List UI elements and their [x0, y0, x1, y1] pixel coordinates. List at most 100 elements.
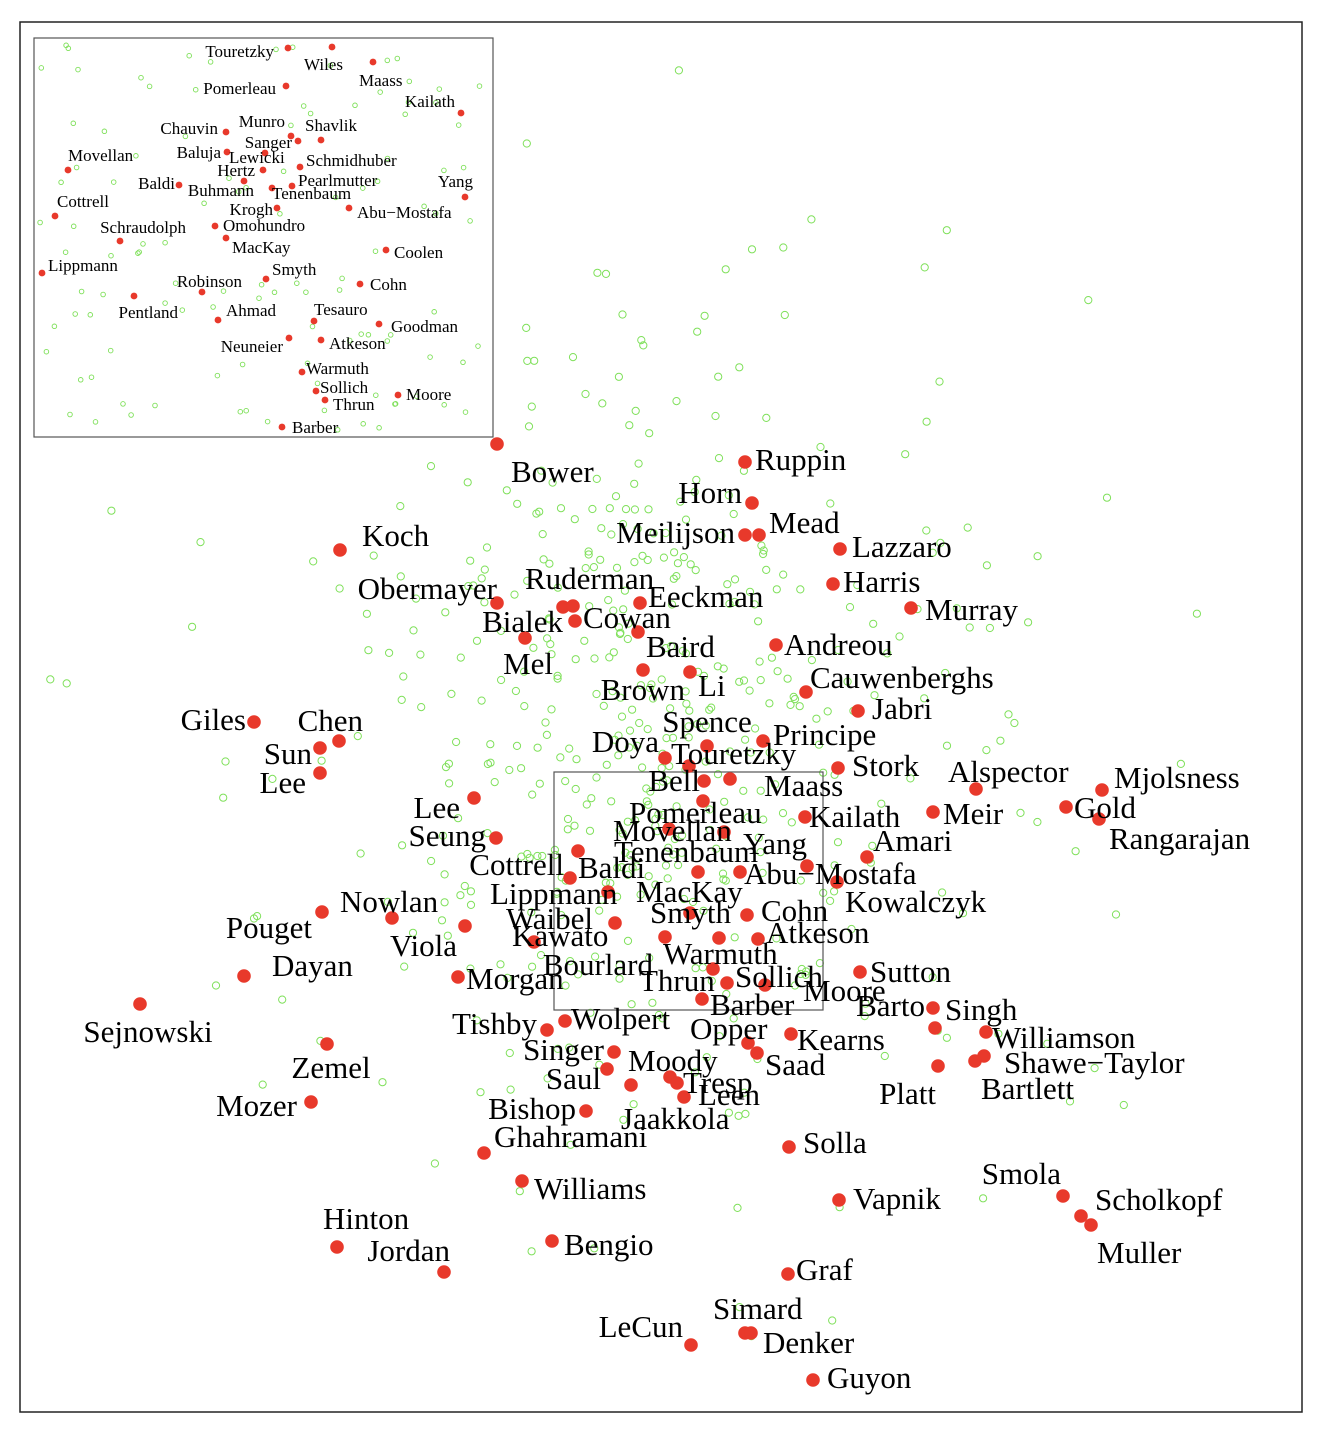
inset-background-point: [432, 210, 439, 217]
background-point: [472, 636, 482, 645]
background-point: [592, 689, 601, 699]
label-bishop: Bishop: [488, 1091, 576, 1126]
inset-background-point: [294, 280, 300, 286]
background-point: [965, 623, 974, 632]
background-point: [628, 705, 637, 714]
background-point: [427, 856, 436, 866]
point-rangarajan: [1092, 812, 1106, 826]
background-point: [834, 645, 843, 655]
background-point: [636, 681, 646, 690]
inset-label-pearlmutter: Pearlmutter: [298, 171, 378, 190]
label-touretzky: Touretzky: [671, 736, 797, 771]
background-point: [565, 744, 574, 753]
inset-background-point: [70, 120, 77, 127]
inset-background-point: [210, 304, 216, 310]
inset-highlighted-points: [38, 43, 469, 431]
background-point: [438, 831, 448, 840]
inset-background-point: [360, 421, 366, 427]
label-lee: Lee: [260, 765, 306, 800]
background-point: [605, 653, 614, 662]
background-point: [714, 454, 724, 463]
point-kailath: [798, 810, 812, 824]
label-lee: Lee: [414, 790, 460, 825]
inset-background-point: [38, 65, 45, 71]
background-point: [658, 1014, 667, 1023]
background-point: [602, 760, 611, 769]
point-jordan: [437, 1265, 451, 1279]
background-point: [620, 586, 630, 595]
inset-background-point: [384, 338, 391, 344]
background-point: [604, 596, 613, 605]
background-point: [693, 720, 702, 729]
background-point: [621, 848, 630, 857]
label-singer: Singer: [523, 1032, 605, 1067]
background-point: [642, 784, 651, 793]
background-point: [812, 714, 821, 723]
background-point: [648, 694, 658, 703]
background-point: [688, 897, 698, 907]
label-seung: Seung: [409, 818, 487, 853]
point-mead: [752, 528, 766, 542]
inset-background-point: [271, 289, 278, 296]
background-point: [464, 582, 473, 591]
background-point: [647, 680, 656, 689]
label-tresp: Tresp: [683, 1065, 753, 1100]
inset-label-pomerleau: Pomerleau: [203, 79, 276, 98]
background-point: [618, 520, 628, 529]
point-cowan: [568, 614, 582, 628]
background-point: [735, 677, 744, 686]
background-point: [666, 642, 676, 651]
background-point: [482, 543, 492, 552]
background-point: [643, 555, 652, 565]
inset-background-point: [179, 307, 186, 313]
background-point: [678, 646, 688, 655]
background-point: [643, 725, 652, 734]
inset-label-thrun: Thrun: [333, 395, 375, 414]
background-point: [796, 585, 805, 594]
inset-background-point: [277, 211, 283, 217]
point-jaakkola: [624, 1078, 638, 1092]
inset-background-point: [264, 418, 271, 425]
point-viola: [458, 919, 472, 933]
background-point: [691, 964, 700, 973]
label-guyon: Guyon: [827, 1360, 912, 1395]
inset-background-point: [101, 128, 108, 135]
background-point: [691, 566, 700, 575]
background-point: [861, 999, 870, 1008]
point-atkeson: [751, 932, 765, 946]
inset-background-point: [336, 287, 343, 293]
inset-background-point: [65, 45, 72, 52]
background-point: [188, 622, 197, 631]
background-point: [397, 695, 406, 705]
background-point: [497, 675, 506, 685]
background-point: [490, 778, 499, 787]
inset-background-point: [67, 411, 73, 418]
inset-point-mackay: [222, 234, 230, 242]
background-point: [684, 733, 693, 742]
inset-background-point: [376, 425, 382, 431]
background-point: [664, 843, 673, 852]
inset-label-sanger: Sanger: [245, 133, 293, 152]
inset-background-point: [402, 111, 408, 118]
inset-background-point: [360, 185, 366, 191]
label-muller: Muller: [1097, 1235, 1182, 1270]
background-point: [571, 784, 580, 794]
background-point: [779, 570, 788, 579]
background-point: [702, 1053, 711, 1062]
inset-background-point: [77, 377, 84, 383]
background-point: [645, 683, 655, 693]
inset-background-point: [280, 168, 287, 175]
inset-label-goodman: Goodman: [391, 317, 459, 336]
background-point: [541, 718, 550, 727]
background-point: [537, 466, 546, 475]
background-point: [725, 747, 735, 756]
background-point: [441, 763, 451, 772]
background-point: [667, 600, 677, 609]
background-point: [880, 1051, 889, 1061]
background-point: [597, 895, 607, 904]
inset-background-point: [332, 194, 339, 201]
label-zemel: Zemel: [291, 1050, 370, 1085]
label-dayan: Dayan: [272, 948, 353, 983]
background-point: [523, 849, 532, 859]
inset-label-ahmad: Ahmad: [226, 301, 277, 320]
